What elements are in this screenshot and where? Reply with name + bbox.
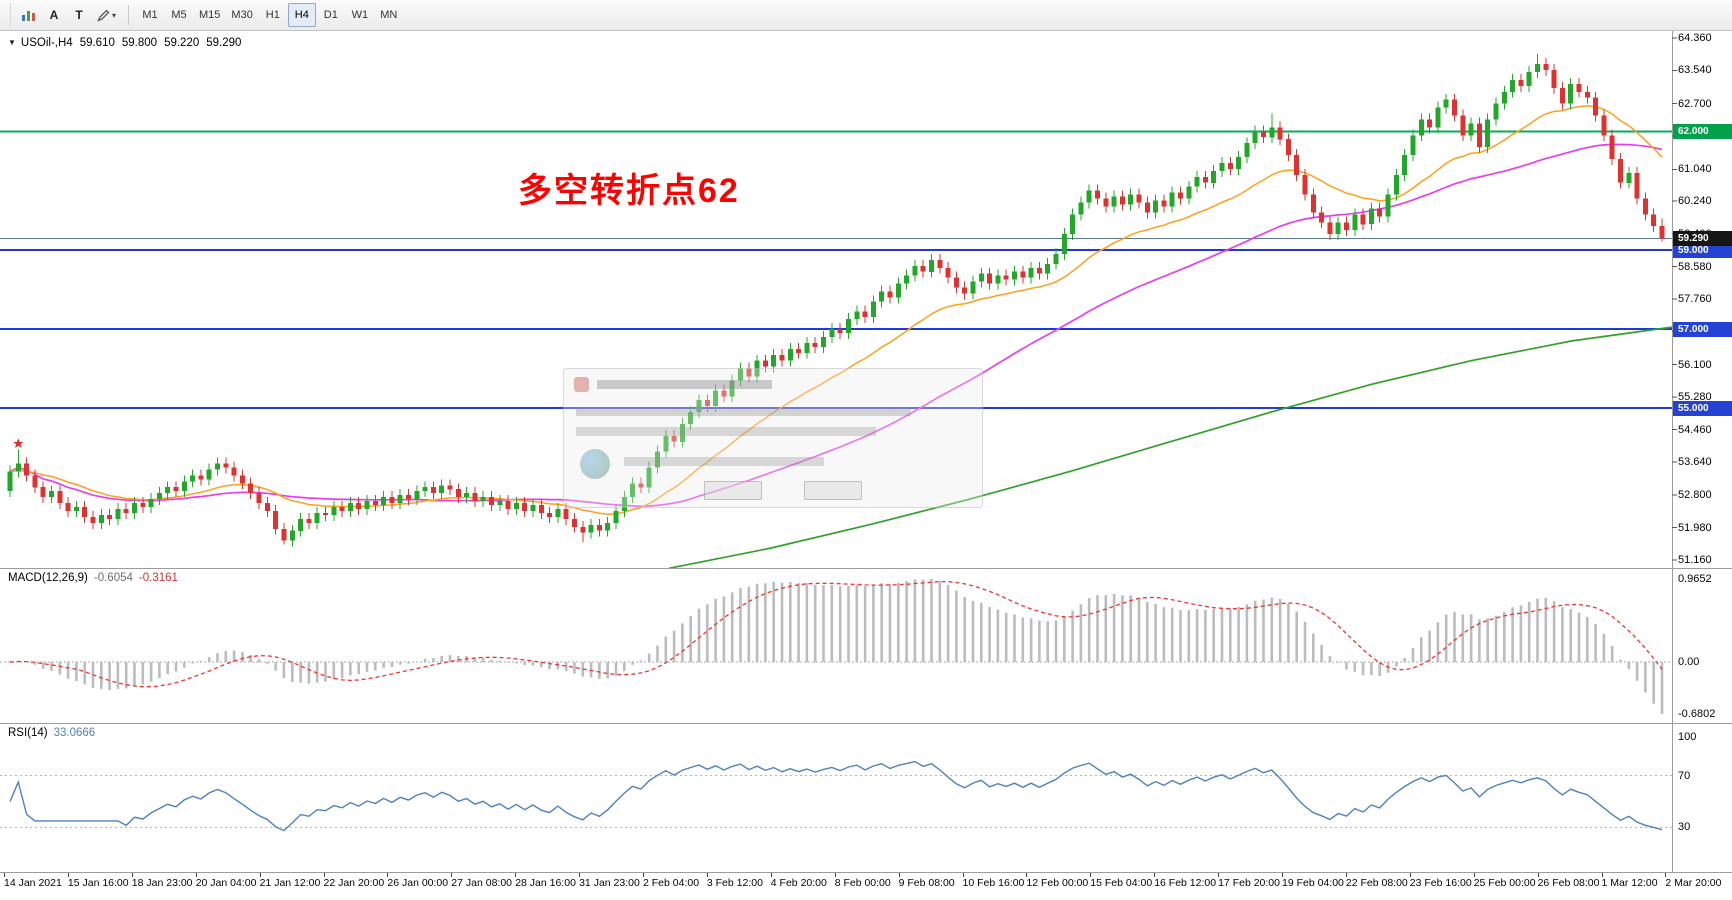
new-chart-button[interactable] (16, 3, 41, 27)
star-marker (13, 438, 24, 448)
timeframe-m15-button[interactable]: M15 (194, 3, 225, 27)
timeframe-m30-button[interactable]: M30 (226, 3, 257, 27)
timeframe-m5-button[interactable]: M5 (165, 3, 193, 27)
panel-separators (0, 31, 1732, 873)
watermark-button (704, 481, 762, 500)
rsi-layer (0, 760, 1672, 832)
text-tool-t-button[interactable]: T (67, 3, 91, 27)
toolbar: A T ▾ M1 M5 M15 M30 H1 H4 D1 W1 MN (0, 0, 1732, 31)
text-tool-a-button[interactable]: A (42, 3, 66, 27)
pencil-icon (97, 9, 110, 22)
watermark-icon (574, 377, 589, 392)
chevron-down-icon: ▾ (112, 10, 117, 20)
watermark-text-line (624, 457, 824, 466)
axis-ticks (1672, 37, 1677, 561)
toolbar-grip[interactable] (2, 3, 11, 27)
watermark-logo (580, 449, 610, 479)
watermark-dialog (563, 368, 983, 508)
watermark-text-line (576, 407, 911, 416)
timeframe-h4-button[interactable]: H4 (287, 3, 316, 27)
timeframe-h1-button[interactable]: H1 (259, 3, 287, 27)
draw-tool-button[interactable]: ▾ (92, 3, 121, 27)
watermark-title-bar (597, 380, 772, 389)
macd-layer (0, 579, 1672, 714)
timeframe-d1-button[interactable]: D1 (317, 3, 345, 27)
main-chart-layer[interactable] (0, 54, 1672, 568)
timeframe-m1-button[interactable]: M1 (136, 3, 164, 27)
timeframe-w1-button[interactable]: W1 (346, 3, 374, 27)
watermark-text-line (576, 427, 876, 436)
timeframe-mn-button[interactable]: MN (375, 3, 403, 27)
watermark-button (804, 481, 862, 500)
toolbar-separator (128, 5, 130, 25)
bar-chart-icon (22, 11, 35, 21)
